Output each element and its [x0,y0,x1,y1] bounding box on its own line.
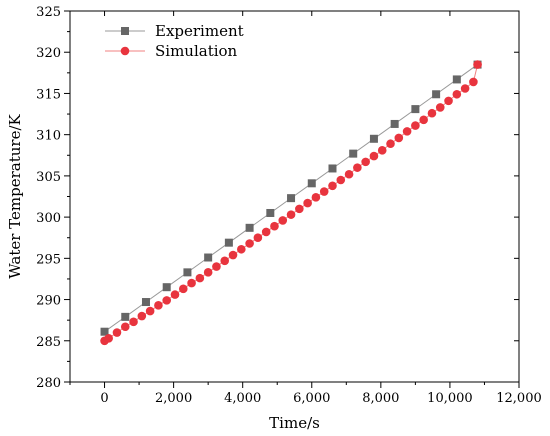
data-point-experiment [432,90,441,99]
legend-marker-experiment [121,27,129,35]
data-point-simulation [220,256,230,266]
data-point-simulation [402,127,412,136]
x-tick-label: 10,000 [427,391,473,406]
x-tick-label: 2,000 [155,391,192,406]
data-point-experiment [121,312,130,321]
data-point-simulation [361,157,370,167]
plot-area [100,60,482,346]
data-point-simulation [311,193,321,202]
data-point-experiment [452,75,461,84]
data-point-simulation [295,204,304,214]
y-tick-label: 290 [36,294,61,309]
data-point-simulation [394,133,404,143]
legend-label-experiment: Experiment [155,22,244,40]
data-point-simulation [469,77,478,87]
data-point-experiment [328,164,337,173]
y-tick-label: 295 [36,252,61,267]
data-point-simulation [473,60,482,69]
data-point-simulation [435,103,445,112]
y-tick-label: 285 [36,335,61,350]
x-tick-label: 6,000 [293,391,330,406]
data-point-experiment [266,208,275,217]
data-point-simulation [344,169,354,179]
data-point-simulation [228,250,238,260]
data-point-simulation [444,96,453,106]
data-point-simulation [427,108,437,118]
y-tick-label: 300 [36,211,61,226]
data-point-experiment [369,134,378,143]
data-point-simulation [261,227,271,237]
data-point-experiment [224,238,233,247]
data-point-simulation [460,84,470,93]
data-point-simulation [253,233,263,243]
data-point-simulation [212,262,221,271]
data-point-simulation [386,139,395,149]
data-point-simulation [162,296,172,305]
data-point-simulation [353,163,362,172]
data-point-simulation [195,273,205,283]
data-point-experiment [287,194,296,203]
data-point-simulation [286,210,296,219]
data-point-simulation [104,334,113,343]
data-point-experiment [141,298,150,307]
data-point-simulation [237,244,246,254]
data-point-simulation [377,146,387,155]
data-point-simulation [129,317,138,327]
data-point-simulation [170,290,180,299]
data-point-simulation [452,89,462,99]
legend-label-simulation: Simulation [155,42,238,60]
data-point-simulation [245,239,254,248]
x-tick-label: 8,000 [362,391,399,406]
data-point-experiment [183,268,192,277]
data-point-simulation [419,115,428,125]
y-tick-label: 280 [36,376,61,391]
data-point-simulation [369,151,379,161]
data-point-experiment [411,105,420,114]
data-point-simulation [120,322,130,332]
legend-marker-simulation [120,46,130,56]
data-point-simulation [137,311,147,321]
data-point-simulation [303,198,312,208]
data-point-simulation [328,181,337,191]
data-point-simulation [145,306,155,316]
data-point-experiment [100,327,109,336]
y-tick-label: 310 [36,129,61,144]
y-tick-label: 325 [36,5,61,20]
data-point-experiment [245,223,254,232]
data-point-experiment [162,283,171,292]
y-tick-label: 305 [36,170,61,185]
data-point-simulation [278,216,288,225]
data-point-simulation [319,187,329,196]
legend: Experiment Simulation [105,22,244,60]
data-point-experiment [307,179,316,188]
axes: 0 2,000 4,000 6,000 8,000 10,000 12,000 280 285 2… [36,5,542,406]
data-point-experiment [204,253,213,262]
data-point-simulation [187,278,196,288]
x-axis-title: Time/s [269,414,320,432]
x-tick-label: 12,000 [496,391,542,406]
y-tick-label: 320 [36,46,61,61]
data-point-simulation [203,268,213,277]
data-point-experiment [390,119,399,128]
y-axis-title: Water Temperature/K [6,113,24,278]
data-point-experiment [349,149,358,158]
data-point-simulation [154,301,163,310]
x-tick-label: 0 [100,391,108,406]
data-point-simulation [178,284,188,294]
y-tick-label: 315 [36,87,61,102]
data-point-simulation [336,175,346,185]
data-point-simulation [270,221,279,231]
data-point-simulation [411,121,420,130]
x-tick-label: 4,000 [224,391,261,406]
data-point-simulation [112,328,122,337]
